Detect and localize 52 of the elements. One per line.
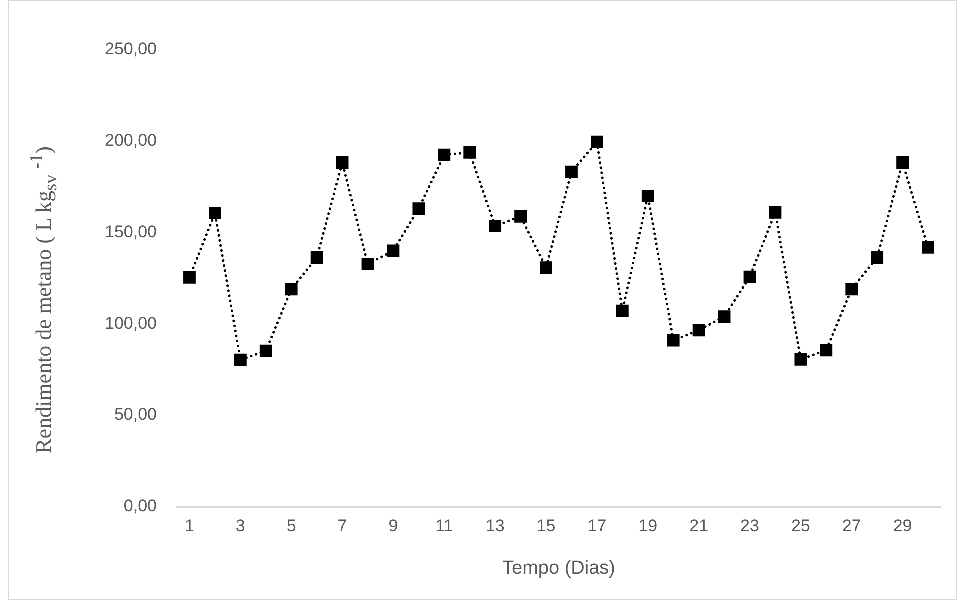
point xyxy=(234,354,247,366)
x-tick-label: 3 xyxy=(236,516,246,536)
x-tick-label: 23 xyxy=(740,516,760,536)
x-tick-label: 25 xyxy=(791,516,810,536)
x-tick-label: 11 xyxy=(436,516,454,536)
point xyxy=(184,271,196,284)
point xyxy=(616,304,629,318)
point xyxy=(896,156,909,169)
x-tick-label: 15 xyxy=(536,516,556,536)
point xyxy=(692,324,706,337)
point xyxy=(412,202,426,215)
point xyxy=(871,252,884,264)
point xyxy=(336,156,349,169)
y-tick-label: 200,00 xyxy=(104,131,157,150)
point xyxy=(820,344,833,357)
point xyxy=(769,206,782,219)
point xyxy=(362,258,374,271)
x-tick-label: 21 xyxy=(690,516,709,536)
point xyxy=(208,207,222,220)
point xyxy=(744,270,756,284)
point xyxy=(260,344,272,358)
x-tick-label: 27 xyxy=(842,516,862,536)
x-tick-label: 13 xyxy=(486,516,505,536)
point xyxy=(846,283,858,296)
x-tick-label: 7 xyxy=(338,516,348,536)
y-tick-label: 100,00 xyxy=(104,314,157,333)
x-tick-label: 17 xyxy=(588,516,607,536)
point xyxy=(718,310,731,323)
point xyxy=(591,136,604,148)
point xyxy=(922,242,934,254)
point xyxy=(514,210,527,223)
point xyxy=(540,262,552,274)
point xyxy=(438,148,451,162)
point xyxy=(667,334,680,347)
x-tick-label: 29 xyxy=(893,516,912,536)
point xyxy=(489,220,502,233)
point xyxy=(642,190,654,202)
point xyxy=(285,283,298,296)
y-tick-label: 250,00 xyxy=(104,40,157,59)
y-tick-label: 0,00 xyxy=(124,496,157,516)
point xyxy=(310,252,324,264)
y-tick-label: 150,00 xyxy=(104,222,157,242)
point xyxy=(794,354,808,366)
x-axis-title: Tempo (Dias) xyxy=(502,558,616,579)
x-tick-label: 9 xyxy=(388,516,398,536)
point xyxy=(464,146,476,159)
x-tick-label: 5 xyxy=(286,516,296,536)
x-tick-label: 19 xyxy=(638,516,658,536)
x-tick-label: 1 xyxy=(184,516,194,536)
y-tick-label: 50,00 xyxy=(114,405,157,424)
point xyxy=(387,244,400,258)
point xyxy=(566,166,578,178)
